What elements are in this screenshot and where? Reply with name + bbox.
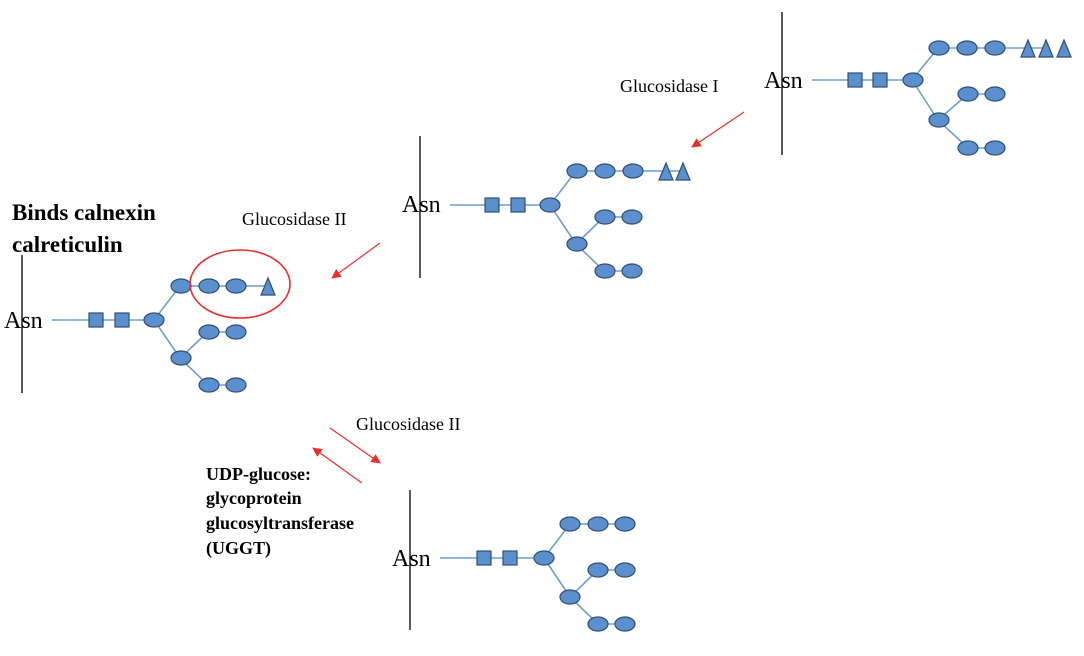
mannose-oval [539,197,561,213]
glucosidase-i-label: Glucosidase I [620,76,718,96]
mannose-oval [928,112,950,128]
binds-calreticulin-label: calreticulin [12,232,123,257]
mannose-oval [225,278,247,294]
mannose-oval [198,324,220,340]
mannose-oval [594,163,616,179]
mannose-oval [587,616,609,632]
mannose-oval [902,72,924,88]
mannose-oval [594,209,616,225]
glycan-structure-glc1: Asn [4,249,291,393]
glucose-triangle [1056,38,1072,58]
mannose-oval [225,377,247,393]
mannose-oval [198,278,220,294]
mannose-oval [956,40,978,56]
mannose-oval [587,562,609,578]
asn-label: Asn [764,68,803,94]
mannose-oval [566,163,588,179]
mannose-oval [559,589,581,605]
mannose-oval [559,516,581,532]
glucose-triangle [260,276,276,296]
glucose-triangle [675,161,691,181]
mannose-oval [170,278,192,294]
glcnac-square [88,312,104,328]
mannose-oval [594,263,616,279]
mannose-oval [198,377,220,393]
binds-calnexin-label: Binds calnexin [12,200,156,225]
glycan-structure-glc3: Asn [764,12,1072,156]
mannose-oval [614,516,636,532]
glcnac-square [872,72,888,88]
glucose-triangle [1020,38,1036,58]
glucosidase-ii-label-bottom: Glucosidase II [356,414,460,434]
mannose-oval [957,140,979,156]
highlight-circle [189,249,291,319]
glycan-structure-glc2: Asn [402,136,691,279]
glucosidase-ii-arrow-bottom [329,427,381,464]
glycan-structure-glc0: Asn [392,490,636,632]
mannose-oval [587,516,609,532]
asn-label: Asn [402,192,441,218]
asn-label: Asn [392,546,431,572]
uggt-label-line2: glycoprotein [206,488,302,508]
mannose-oval [614,616,636,632]
glcnac-square [476,550,492,566]
glcnac-square [114,312,130,328]
mannose-oval [984,140,1006,156]
glcnac-square [847,72,863,88]
mannose-oval [143,312,165,328]
glcnac-square [510,197,526,213]
mannose-oval [928,40,950,56]
glucose-triangle [658,161,674,181]
mannose-oval [984,40,1006,56]
glucosidase-ii-label-top: Glucosidase II [242,209,346,229]
mannose-oval [533,550,555,566]
mannose-oval [225,324,247,340]
mannose-oval [614,562,636,578]
glucosidase-ii-arrow-top [331,242,381,279]
mannose-oval [984,86,1006,102]
uggt-label-line4: (UGGT) [206,538,271,559]
mannose-oval [566,236,588,252]
glucose-triangle [1038,38,1054,58]
mannose-oval [621,263,643,279]
glcnac-square [502,550,518,566]
uggt-label-line1: UDP-glucose: [206,464,311,484]
mannose-oval [957,86,979,102]
glcnac-square [484,197,500,213]
mannose-oval [170,350,192,366]
asn-label: Asn [4,308,43,334]
uggt-arrow [312,447,363,484]
mannose-oval [622,163,644,179]
uggt-label-line3: glucosyltransferase [206,513,354,533]
mannose-oval [621,209,643,225]
glucosidase-i-arrow [691,111,745,148]
